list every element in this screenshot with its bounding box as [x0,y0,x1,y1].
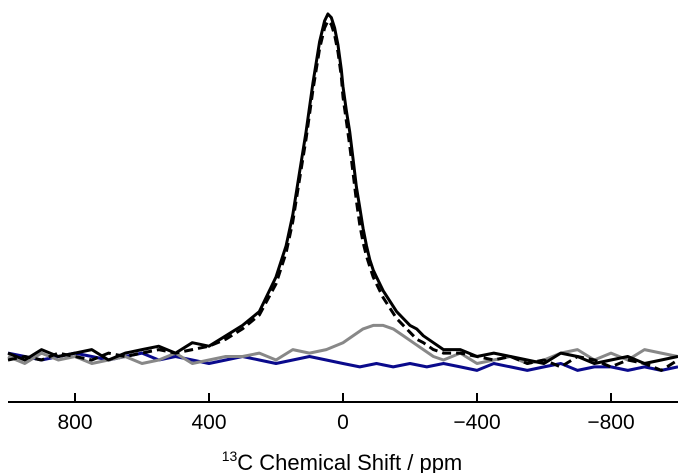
x-tick-label: 400 [191,411,226,434]
x-tick-label: −400 [453,411,500,434]
series-line-0 [7,12,678,365]
x-tick-label: 800 [57,411,92,434]
series-line-1 [7,19,678,372]
x-tick-label: 0 [337,411,349,434]
x-axis-ticks: 800 400 0 −400 −800 [57,393,635,434]
x-axis-title-text: C Chemical Shift / ppm [237,450,462,473]
x-axis-title-superscript: 13 [222,448,238,464]
x-axis-title: 13C Chemical Shift / ppm [222,448,463,473]
x-tick-label: −800 [587,411,634,434]
series-layer [7,12,678,372]
